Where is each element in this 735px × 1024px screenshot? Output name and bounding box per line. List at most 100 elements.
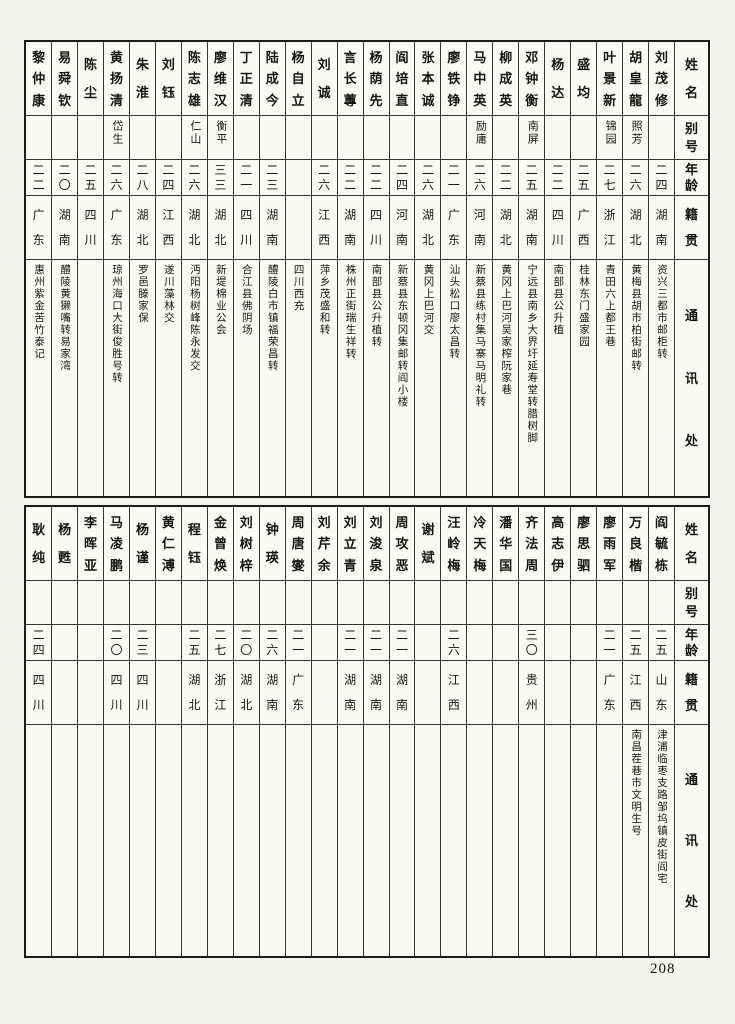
name-cell: 刘芹余 [311, 507, 337, 581]
person-column: 廖雨军二一广东 [596, 507, 623, 956]
person-column: 刘诚二六江西萍乡茂盛和转 [310, 42, 337, 496]
name-cell: 丁正清 [233, 42, 259, 116]
address-cell [26, 725, 51, 956]
origin-cell: 湖北 [129, 196, 155, 260]
origin-cell [52, 661, 78, 725]
person-column: 叶景新锦园二七浙江青田六上都王巷 [596, 42, 623, 496]
age-cell: 二六 [467, 160, 493, 196]
name-cell: 高志伊 [545, 507, 571, 581]
address-cell [415, 725, 440, 956]
address-cell: 惠州紫金苦竹泰记 [33, 264, 45, 360]
address-cell: 株州正街瑞生祥转 [344, 264, 356, 360]
address-cell: 新蔡县练村集马寨马明礼转 [474, 264, 486, 408]
name-cell: 齐法周 [519, 507, 545, 581]
origin-cell [545, 661, 571, 725]
person-column: 胡皇龍照芳二六湖北黄梅县胡市柏街邮转 [622, 42, 649, 496]
alias-cell: 励庸 [467, 116, 493, 160]
origin-cell: 湖南 [337, 196, 363, 260]
person-column: 刘浚泉二一湖南 [362, 507, 389, 956]
alias-cell [415, 116, 441, 160]
person-column: 周攻恶二一湖南 [388, 507, 415, 956]
age-cell [415, 625, 441, 661]
directory-table-top: 姓名别号年龄籍贯通讯处刘茂修二四湖南资兴三都市邮柜转胡皇龍照芳二六湖北黄梅县胡市… [24, 40, 710, 498]
age-cell: 二六 [441, 625, 467, 661]
name-cell: 柳成英 [493, 42, 519, 116]
name-cell: 杨自立 [285, 42, 311, 116]
address-cell [182, 725, 207, 956]
person-column: 刘树梓二〇湖北 [232, 507, 259, 956]
origin-cell: 湖北 [233, 661, 259, 725]
alias-cell [649, 116, 674, 160]
header-address: 通讯处 [684, 308, 698, 448]
address-cell [597, 725, 622, 956]
origin-cell [571, 661, 597, 725]
address-cell: 沔阳杨树峰陈永发交 [188, 264, 200, 372]
age-cell: 二二 [337, 160, 363, 196]
person-column: 杨荫先二二四川南部县公升植转 [362, 42, 389, 496]
name-cell: 廖铁铮 [441, 42, 467, 116]
age-cell: 二二 [545, 160, 571, 196]
person-column: 阎培直二四河南新蔡县东顿冈集邮转阎小楼 [388, 42, 415, 496]
address-cell [390, 725, 415, 956]
alias-cell [363, 116, 389, 160]
age-cell: 二八 [129, 160, 155, 196]
person-column: 阎毓栋二五山东津浦临枣支路邹坞镇皮街阎宅 [648, 507, 674, 956]
alias-cell [207, 581, 233, 625]
origin-cell: 广西 [571, 196, 597, 260]
person-column: 冷天梅 [466, 507, 493, 956]
address-cell: 黄冈上巴河交 [422, 264, 434, 336]
name-cell: 刘诚 [311, 42, 337, 116]
alias-cell [493, 581, 519, 625]
origin-cell: 河南 [467, 196, 493, 260]
age-cell: 二〇 [104, 625, 129, 661]
address-cell: 醴陵黄獭嘴转易家湾 [59, 264, 71, 372]
person-column: 朱淮二八湖北罗邑滕家保 [128, 42, 155, 496]
origin-cell: 四川 [363, 196, 389, 260]
header-alias: 别号 [675, 581, 708, 625]
origin-cell: 广东 [104, 196, 129, 260]
name-cell: 刘钰 [155, 42, 181, 116]
person-column: 言长蓴二二湖南株州正街瑞生祥转 [336, 42, 363, 496]
age-cell: 二一 [363, 625, 389, 661]
name-cell: 黄仁溥 [155, 507, 181, 581]
alias-cell [155, 116, 181, 160]
address-cell [545, 725, 570, 956]
alias-cell [493, 116, 519, 160]
origin-cell: 河南 [389, 196, 415, 260]
header-origin: 籍贯 [675, 661, 708, 725]
person-column: 刘茂修二四湖南资兴三都市邮柜转 [648, 42, 674, 496]
name-cell: 邓钟衡 [519, 42, 545, 116]
age-cell: 二五 [519, 160, 545, 196]
directory-table-bottom: 姓名别号年龄籍贯通讯处阎毓栋二五山东津浦临枣支路邹坞镇皮街阎宅万良楷二五江西南昌… [24, 505, 710, 958]
person-column: 程钰二五湖北 [180, 507, 207, 956]
age-cell [493, 625, 519, 661]
header-column: 姓名别号年龄籍贯通讯处 [674, 507, 708, 956]
name-cell: 杨达 [545, 42, 571, 116]
address-cell: 津浦临枣支路邹坞镇皮街阎宅 [656, 729, 668, 885]
age-cell: 二六 [311, 160, 337, 196]
alias-cell [441, 116, 467, 160]
address-cell [78, 260, 103, 496]
address-cell [52, 725, 77, 956]
origin-cell: 江西 [441, 661, 467, 725]
name-cell: 万良楷 [623, 507, 649, 581]
person-column: 刘钰二四江西遂川藻林交 [154, 42, 181, 496]
age-cell [311, 625, 337, 661]
age-cell: 二三 [259, 160, 285, 196]
alias-cell: 岱生 [104, 116, 129, 160]
person-column: 万良楷二五江西南昌茬巷市文明生号 [622, 507, 649, 956]
name-cell: 马中英 [467, 42, 493, 116]
person-column: 刘立青二一湖南 [336, 507, 363, 956]
person-column: 杨自立四川西充 [284, 42, 311, 496]
name-cell: 冷天梅 [467, 507, 493, 581]
person-column: 黄仁溥 [154, 507, 181, 956]
alias-cell [389, 116, 415, 160]
origin-cell: 江西 [155, 196, 181, 260]
name-cell: 胡皇龍 [623, 42, 649, 116]
address-cell: 合江县佛阴场 [240, 264, 252, 336]
alias-cell: 锦园 [597, 116, 623, 160]
origin-cell: 浙江 [597, 196, 623, 260]
name-cell: 刘树梓 [233, 507, 259, 581]
age-cell: 二四 [649, 160, 674, 196]
alias-cell [52, 116, 78, 160]
